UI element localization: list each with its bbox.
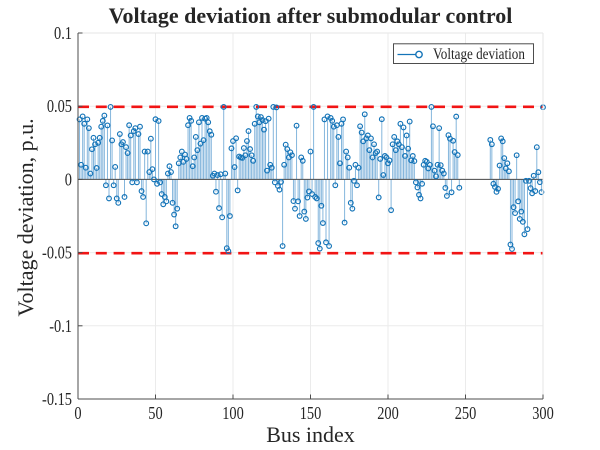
svg-text:Voltage deviation: Voltage deviation [433,46,526,63]
svg-text:250: 250 [455,402,477,423]
svg-text:0.05: 0.05 [47,96,72,117]
svg-text:Bus index: Bus index [266,422,355,447]
svg-text:200: 200 [377,402,399,423]
svg-text:0.1: 0.1 [54,22,72,43]
svg-text:100: 100 [222,402,244,423]
svg-text:150: 150 [300,402,322,423]
svg-text:Voltage deviation after submod: Voltage deviation after submodular contr… [109,3,513,28]
svg-text:-0.05: -0.05 [42,242,72,263]
svg-text:300: 300 [532,402,554,423]
svg-text:-0.1: -0.1 [49,315,72,336]
svg-text:Voltage deviation, p.u.: Voltage deviation, p.u. [13,118,38,316]
svg-text:50: 50 [148,402,162,423]
svg-text:0: 0 [74,402,81,423]
svg-text:0: 0 [65,169,72,190]
svg-text:-0.15: -0.15 [42,388,72,409]
